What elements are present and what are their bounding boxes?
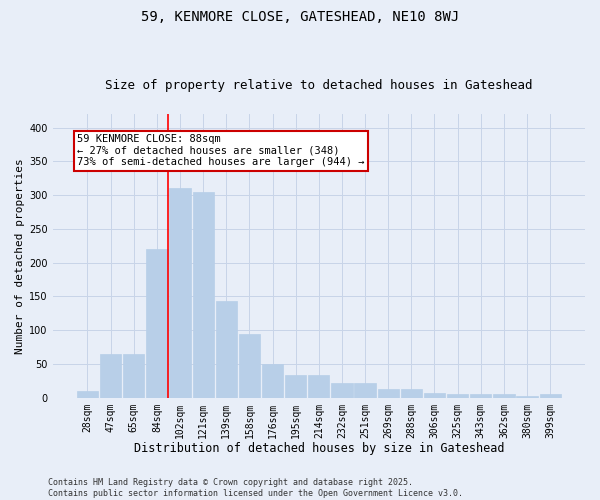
Bar	[100, 354, 121, 398]
Bar	[517, 396, 538, 398]
Title: Size of property relative to detached houses in Gateshead: Size of property relative to detached ho…	[105, 79, 533, 92]
Bar	[539, 394, 561, 398]
Bar	[262, 364, 283, 398]
Bar	[377, 389, 399, 398]
Text: Contains HM Land Registry data © Crown copyright and database right 2025.
Contai: Contains HM Land Registry data © Crown c…	[48, 478, 463, 498]
Bar	[355, 383, 376, 398]
Text: 59, KENMORE CLOSE, GATESHEAD, NE10 8WJ: 59, KENMORE CLOSE, GATESHEAD, NE10 8WJ	[141, 10, 459, 24]
Bar	[308, 376, 329, 398]
Bar	[331, 383, 353, 398]
X-axis label: Distribution of detached houses by size in Gateshead: Distribution of detached houses by size …	[134, 442, 504, 455]
Bar	[424, 393, 445, 398]
Bar	[401, 389, 422, 398]
Bar	[146, 249, 167, 398]
Bar	[123, 354, 145, 398]
Bar	[193, 192, 214, 398]
Bar	[239, 334, 260, 398]
Text: 59 KENMORE CLOSE: 88sqm
← 27% of detached houses are smaller (348)
73% of semi-d: 59 KENMORE CLOSE: 88sqm ← 27% of detache…	[77, 134, 365, 168]
Bar	[285, 376, 307, 398]
Bar	[77, 391, 98, 398]
Y-axis label: Number of detached properties: Number of detached properties	[15, 158, 25, 354]
Bar	[169, 188, 191, 398]
Bar	[493, 394, 515, 398]
Bar	[215, 301, 237, 398]
Bar	[470, 394, 491, 398]
Bar	[447, 394, 468, 398]
